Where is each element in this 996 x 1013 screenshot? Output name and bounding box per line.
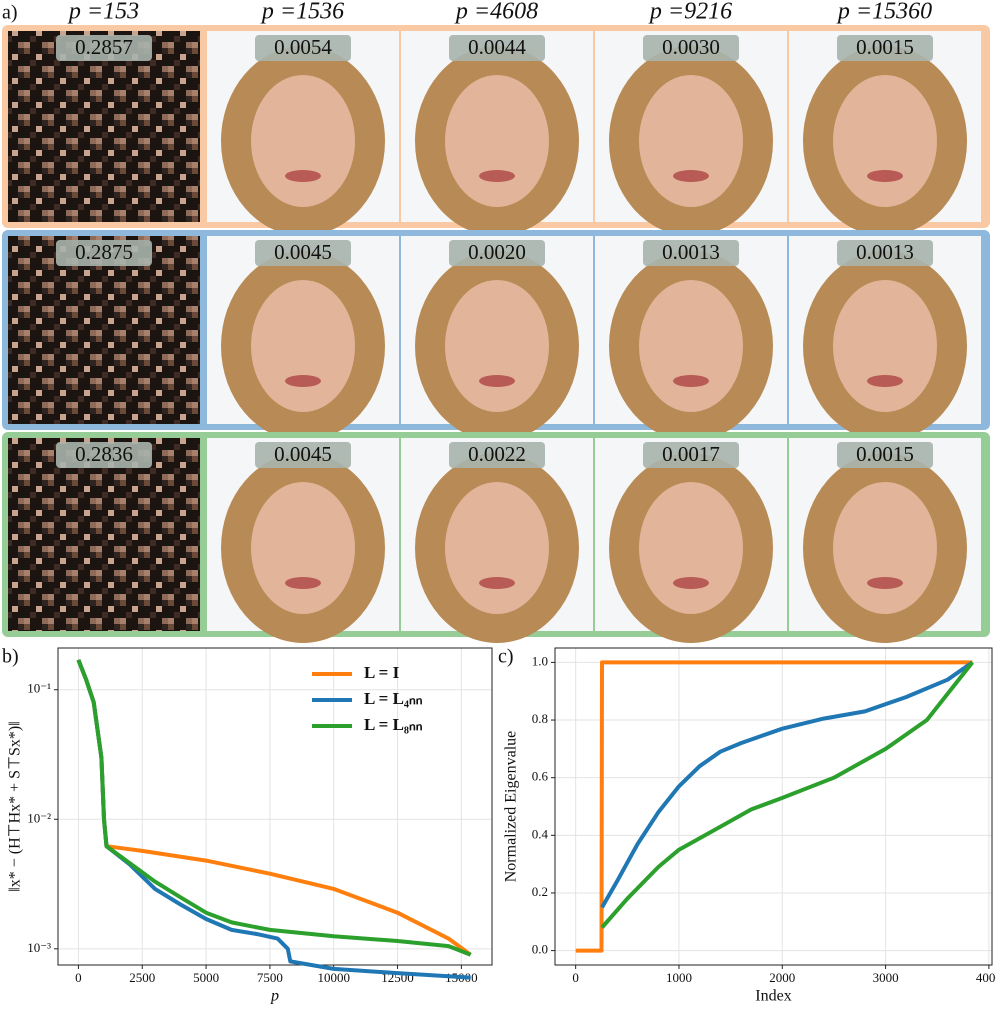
- mouth: [673, 577, 709, 589]
- error-badge: [255, 35, 351, 61]
- line-series: [76, 659, 472, 957]
- column-header: p =4608: [454, 0, 538, 25]
- error-badge: [56, 35, 152, 61]
- y-tick-label: 0.8: [532, 711, 548, 726]
- face: [833, 280, 937, 412]
- mouth: [673, 170, 709, 182]
- error-value: 0.0022: [468, 442, 526, 466]
- x-tick-label: 2000: [769, 970, 795, 985]
- mouth: [867, 577, 903, 589]
- x-tick-label: 1000: [666, 970, 692, 985]
- plot-frame: [554, 647, 993, 966]
- mouth: [867, 375, 903, 387]
- x-tick-label: 0: [75, 970, 82, 985]
- error-value: 0.0013: [662, 240, 720, 264]
- x-tick-label: 7500: [257, 970, 283, 985]
- error-badge: [837, 35, 933, 61]
- mouth: [285, 375, 321, 387]
- error-value: 0.0054: [274, 35, 332, 59]
- mouth: [673, 375, 709, 387]
- error-value: 0.0045: [274, 442, 332, 466]
- error-value: 0.2857: [75, 35, 133, 59]
- error-badge: [449, 35, 545, 61]
- y-tick-label: 0.6: [532, 769, 549, 784]
- column-header: p =15360: [836, 0, 932, 25]
- x-tick-label: 2500: [129, 970, 155, 985]
- error-value: 0.0045: [274, 240, 332, 264]
- x-tick-label: 3000: [873, 970, 899, 985]
- noise-image: [8, 236, 200, 424]
- y-axis-label: ‖x* − (H⊤Hx* + S⊤Sx*)‖: [7, 721, 24, 891]
- y-axis-label: Normalized Eigenvalue: [503, 731, 520, 883]
- face: [639, 75, 743, 207]
- error-badge: [837, 442, 933, 468]
- plot-frame: [57, 647, 493, 966]
- noise-image: [8, 31, 200, 222]
- error-value: 0.0015: [856, 442, 914, 466]
- face: [445, 280, 549, 412]
- error-badge: [449, 240, 545, 266]
- error-value: 0.0013: [856, 240, 914, 264]
- face: [445, 482, 549, 614]
- line-series: [600, 661, 974, 929]
- error-value: 0.0015: [856, 35, 914, 59]
- mouth: [479, 170, 515, 182]
- face: [251, 280, 355, 412]
- face: [251, 482, 355, 614]
- column-header: p =9216: [648, 0, 732, 25]
- face: [639, 280, 743, 412]
- error-value: 0.2875: [75, 240, 133, 264]
- y-tick-label: 10⁻¹: [27, 681, 51, 696]
- legend-label: L = L₈ₙₙ: [364, 715, 423, 734]
- x-tick-label: 0: [572, 970, 579, 985]
- mouth: [479, 375, 515, 387]
- x-axis-label: p: [270, 988, 279, 1005]
- error-value: 0.0020: [468, 240, 526, 264]
- x-tick-label: 10000: [317, 970, 350, 985]
- error-badge: [56, 240, 152, 266]
- x-tick-label: 5000: [193, 970, 219, 985]
- error-badge: [449, 442, 545, 468]
- error-value: 0.2836: [75, 442, 133, 466]
- y-tick-label: 0.0: [532, 942, 548, 957]
- face: [833, 75, 937, 207]
- panel-label: a): [2, 2, 18, 24]
- panel-label: c): [498, 646, 514, 668]
- line-series: [600, 660, 974, 909]
- mouth: [867, 170, 903, 182]
- column-header: p =153: [67, 0, 139, 25]
- error-badge: [643, 35, 739, 61]
- column-header: p =1536: [260, 0, 344, 25]
- y-tick-label: 10⁻³: [27, 940, 51, 955]
- y-tick-label: 10⁻²: [27, 810, 51, 825]
- error-badge: [643, 240, 739, 266]
- error-badge: [56, 442, 152, 468]
- legend-label: L = L₄ₙₙ: [364, 689, 423, 708]
- y-tick-label: 0.4: [532, 826, 549, 841]
- mouth: [479, 577, 515, 589]
- face: [445, 75, 549, 207]
- noise-image: [8, 438, 200, 631]
- line-series: [575, 660, 973, 953]
- mouth: [285, 170, 321, 182]
- x-axis-label: Index: [755, 988, 791, 1005]
- mouth: [285, 577, 321, 589]
- error-value: 0.0017: [662, 442, 720, 466]
- face: [251, 75, 355, 207]
- error-badge: [255, 240, 351, 266]
- error-value: 0.0044: [468, 35, 526, 59]
- legend-label: L = I: [364, 663, 400, 682]
- error-badge: [837, 240, 933, 266]
- panel-label: b): [2, 646, 19, 668]
- face: [639, 482, 743, 614]
- error-value: 0.0030: [662, 35, 720, 59]
- y-tick-label: 1.0: [532, 653, 548, 668]
- face: [833, 482, 937, 614]
- error-badge: [643, 442, 739, 468]
- error-badge: [255, 442, 351, 468]
- y-tick-label: 0.2: [532, 884, 548, 899]
